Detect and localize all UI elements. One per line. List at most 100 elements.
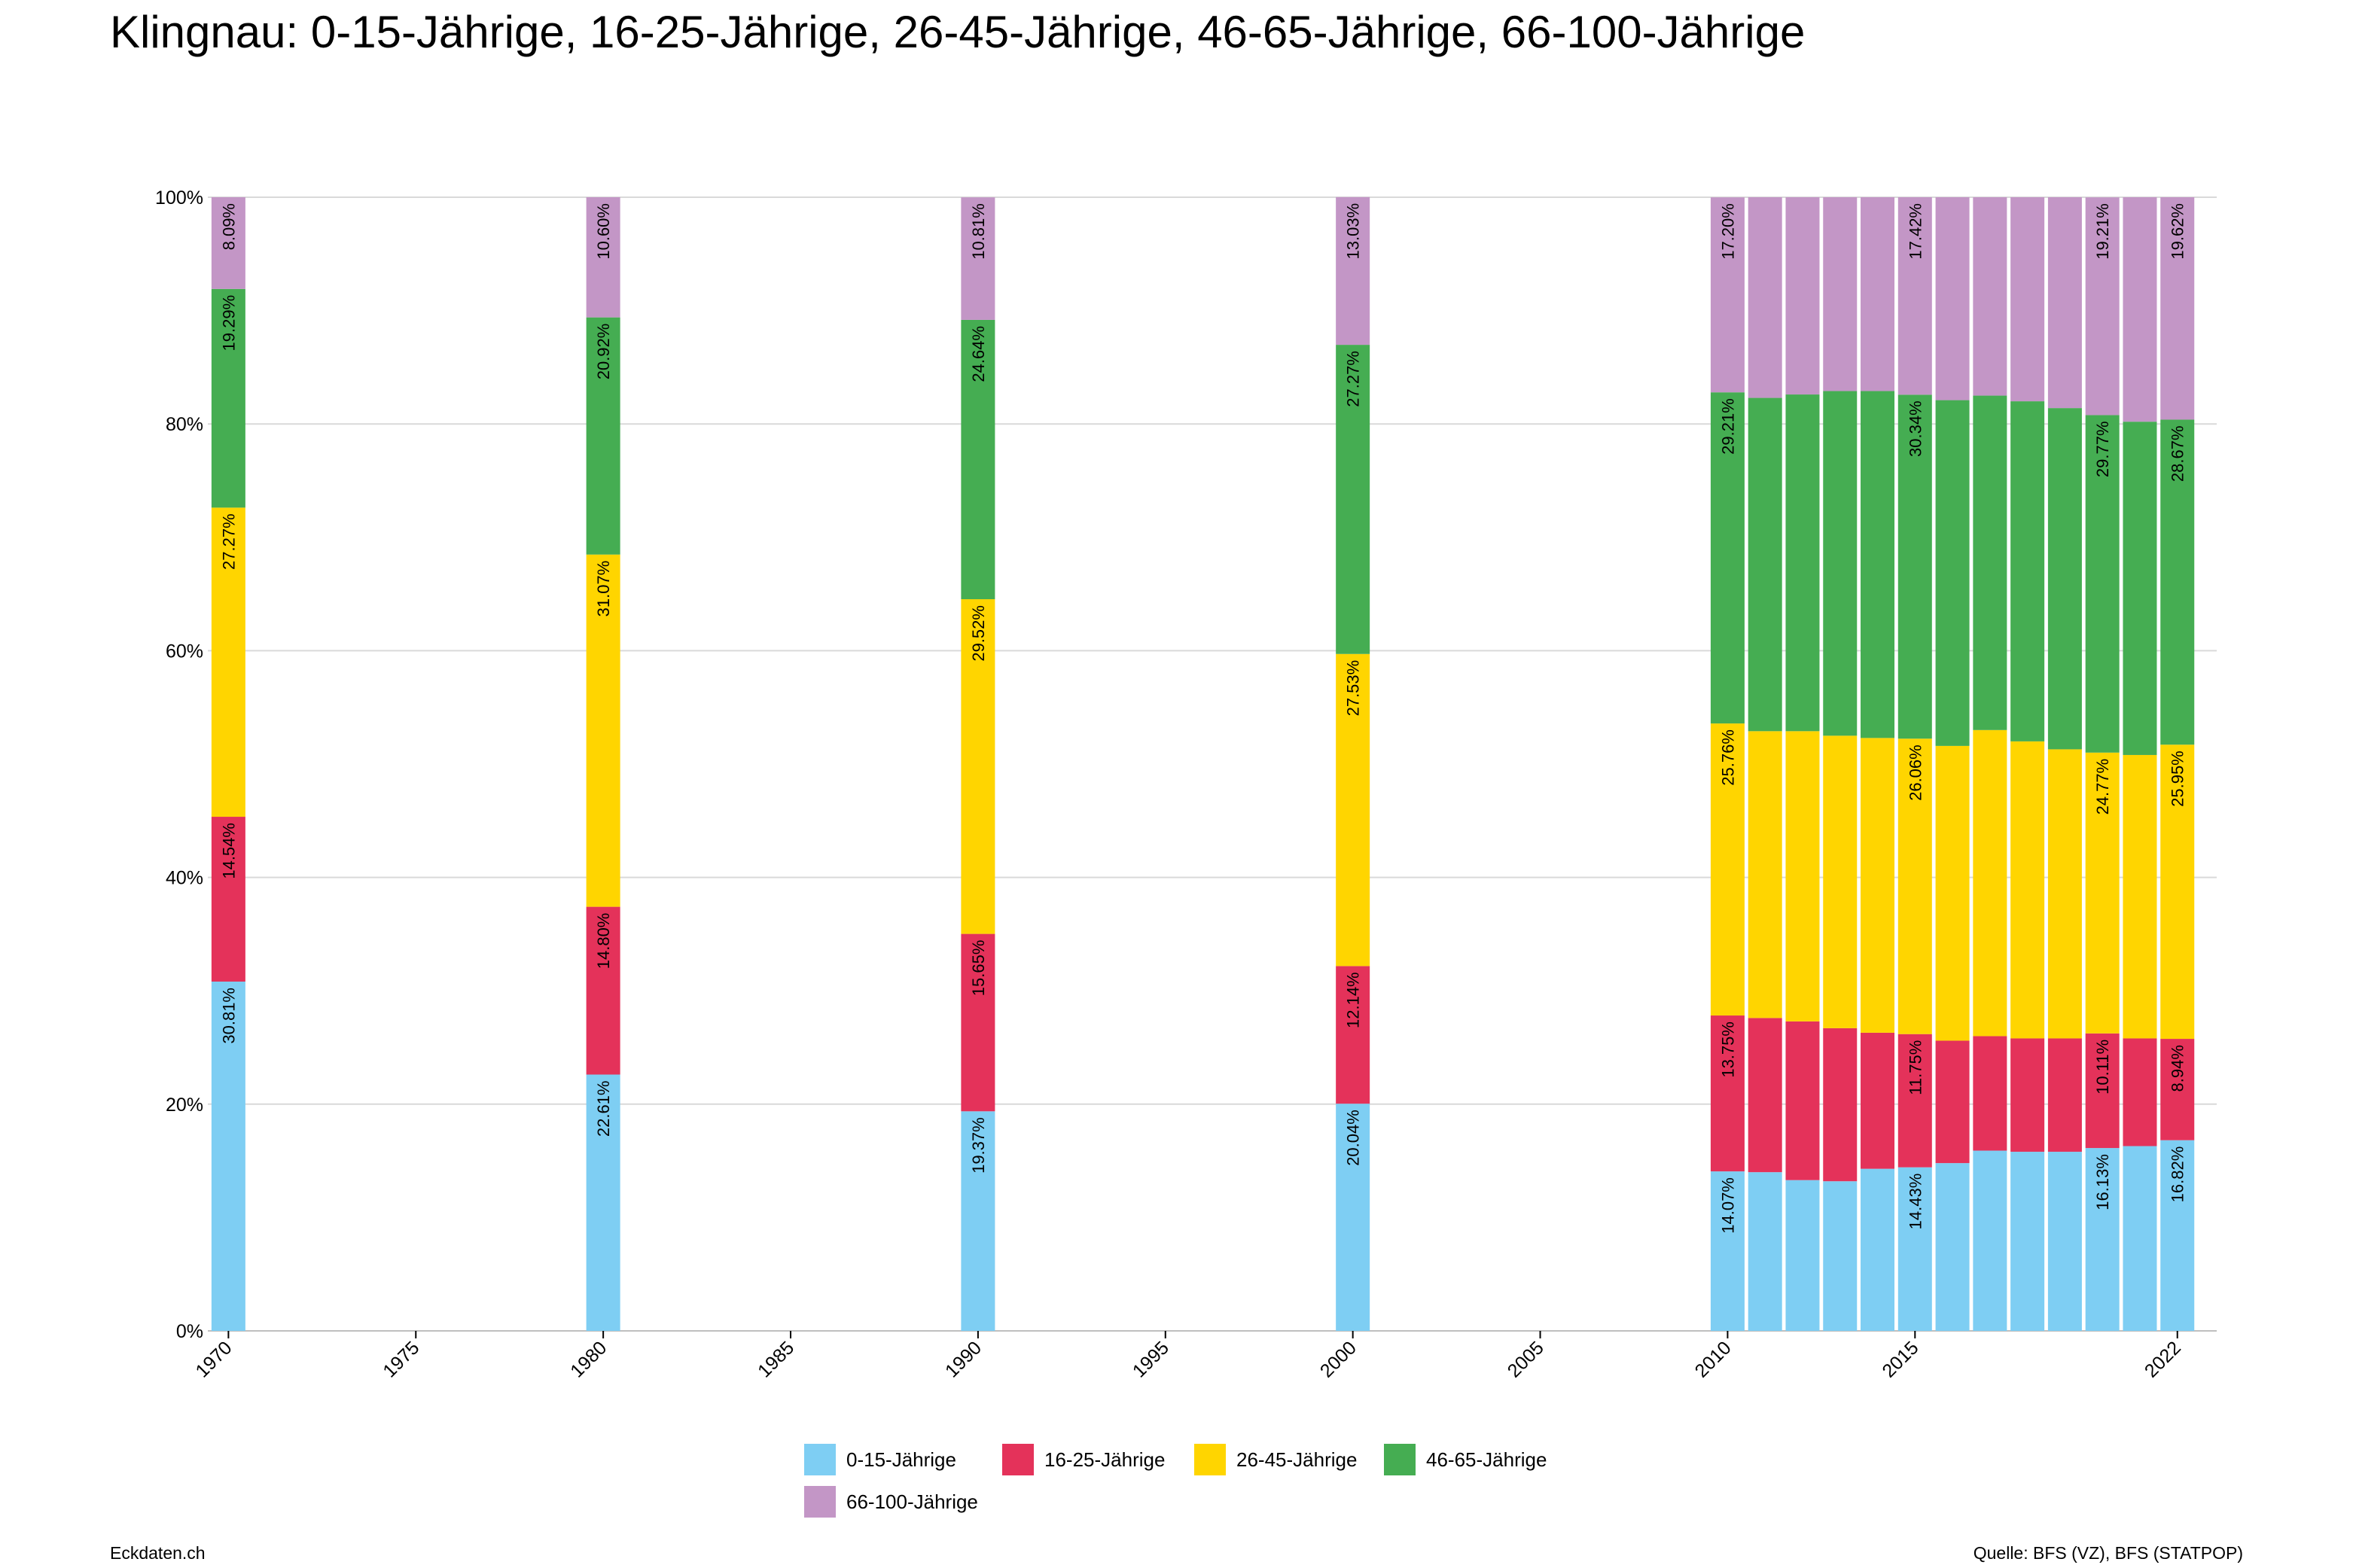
bar-segment [1973, 729, 2007, 1037]
x-tick-label: 2000 [1316, 1337, 1361, 1381]
bar-segment [586, 317, 620, 555]
bar-segment [211, 288, 245, 508]
data-label: 27.27% [219, 513, 238, 570]
data-label: 19.62% [2169, 203, 2187, 260]
x-tick-label: 2005 [1504, 1337, 1548, 1381]
bar-segment [2085, 1033, 2120, 1149]
data-label: 30.34% [1906, 400, 1925, 457]
bar-segment [2047, 749, 2082, 1039]
legend-swatch [1194, 1444, 1226, 1475]
data-label: 16.82% [2169, 1146, 2187, 1203]
data-label: 17.42% [1906, 203, 1925, 260]
bar-segment [1897, 197, 1932, 395]
bar-segment [1935, 197, 1970, 400]
bar-segment [2047, 1038, 2082, 1152]
bar-segment [586, 554, 620, 907]
bar-segment [2160, 744, 2195, 1040]
x-tick-label: 1990 [941, 1337, 986, 1381]
data-label: 10.81% [969, 203, 988, 260]
data-label: 14.54% [219, 823, 238, 879]
bar-segment [1935, 745, 1970, 1041]
data-label: 26.06% [1906, 744, 1925, 801]
bar-segment [1785, 731, 1820, 1021]
data-label: 12.14% [1344, 972, 1363, 1028]
bar-segment [1748, 1018, 1782, 1173]
bar-segment [1823, 1028, 1858, 1182]
data-label: 29.52% [969, 605, 988, 662]
bar-segment [1710, 1015, 1745, 1172]
bar-segment [1748, 397, 1782, 732]
bar-segment [586, 197, 620, 318]
bar-segment [1785, 1021, 1820, 1180]
legend-item: 16-25-Jährige [1002, 1444, 1165, 1475]
bar-segment [1973, 1036, 2007, 1151]
data-label: 24.64% [969, 326, 988, 382]
legend-swatch [1384, 1444, 1416, 1475]
data-label: 30.81% [219, 988, 238, 1044]
bar-segment [1710, 723, 1745, 1016]
data-label: 10.11% [2093, 1040, 2112, 1095]
footer-source-note: Quelle: BFS (VZ), BFS (STATPOP) [1973, 1543, 2243, 1563]
bar-segment [1748, 731, 1782, 1018]
data-label: 13.03% [1344, 203, 1363, 260]
bar-segment [1861, 1168, 1895, 1331]
bar-segment [1973, 1150, 2007, 1331]
bar-segment [211, 507, 245, 817]
data-label: 16.13% [2093, 1154, 2112, 1210]
bar-segment [1861, 197, 1895, 391]
data-label: 19.29% [219, 295, 238, 352]
bar-segment [2085, 197, 2120, 416]
bar-segment [2010, 401, 2045, 741]
y-tick-label: 20% [166, 1095, 203, 1116]
bar-segment [1823, 197, 1858, 391]
bar-segment [1861, 738, 1895, 1033]
data-label: 11.75% [1906, 1040, 1925, 1095]
legend-item: 26-45-Jährige [1194, 1444, 1357, 1475]
bar-segment [961, 599, 995, 934]
bar-segment [211, 197, 245, 289]
bar-segment [2010, 1152, 2045, 1331]
x-tick-label: 1985 [754, 1337, 798, 1381]
bar-segment [2010, 197, 2045, 402]
bar-segment [2085, 415, 2120, 753]
legend-item: 66-100-Jährige [804, 1486, 978, 1518]
data-label: 20.04% [1344, 1110, 1363, 1166]
legend-label: 16-25-Jährige [1044, 1448, 1166, 1471]
legend-swatch [1002, 1444, 1034, 1475]
bar-segment [2047, 1152, 2082, 1331]
bar-segment [1973, 197, 2007, 396]
bar-segment [586, 1074, 620, 1331]
data-label: 14.43% [1906, 1174, 1925, 1230]
legend-item: 46-65-Jährige [1384, 1444, 1547, 1475]
bar-segment [211, 982, 245, 1331]
bar-segment [2010, 1038, 2045, 1152]
x-tick-label: 1995 [1129, 1337, 1173, 1381]
bar-segment [1823, 735, 1858, 1028]
bar-segment [1935, 1040, 1970, 1164]
bar-segment [2085, 1148, 2120, 1331]
legend-label: 66-100-Jährige [846, 1490, 978, 1513]
legend-label: 0-15-Jährige [846, 1448, 956, 1471]
bar-segment [1897, 394, 1932, 739]
bar-segment [1748, 197, 1782, 398]
bar-segment [1861, 1032, 1895, 1169]
bar-segment [1785, 1180, 1820, 1331]
data-label: 29.77% [2093, 421, 2112, 477]
bar-segment [1897, 1034, 1932, 1168]
bar-segment [1861, 391, 1895, 738]
bar-segment [1710, 1171, 1745, 1331]
bar-segment [2160, 419, 2195, 745]
x-tick-label: 1970 [191, 1337, 236, 1381]
legend-swatch [804, 1486, 836, 1518]
bar-segment [1336, 196, 1370, 346]
bar-segment [1935, 1163, 1970, 1331]
bar-segment [961, 197, 995, 320]
bar-segment [1336, 966, 1370, 1104]
data-label: 8.94% [2169, 1045, 2187, 1092]
x-tick-label: 2022 [2141, 1337, 2185, 1381]
bar-segment [2160, 1039, 2195, 1140]
x-tick-label: 1975 [379, 1337, 423, 1381]
data-label: 31.07% [594, 561, 613, 617]
data-label: 22.61% [594, 1080, 613, 1137]
data-label: 27.53% [1344, 660, 1363, 717]
